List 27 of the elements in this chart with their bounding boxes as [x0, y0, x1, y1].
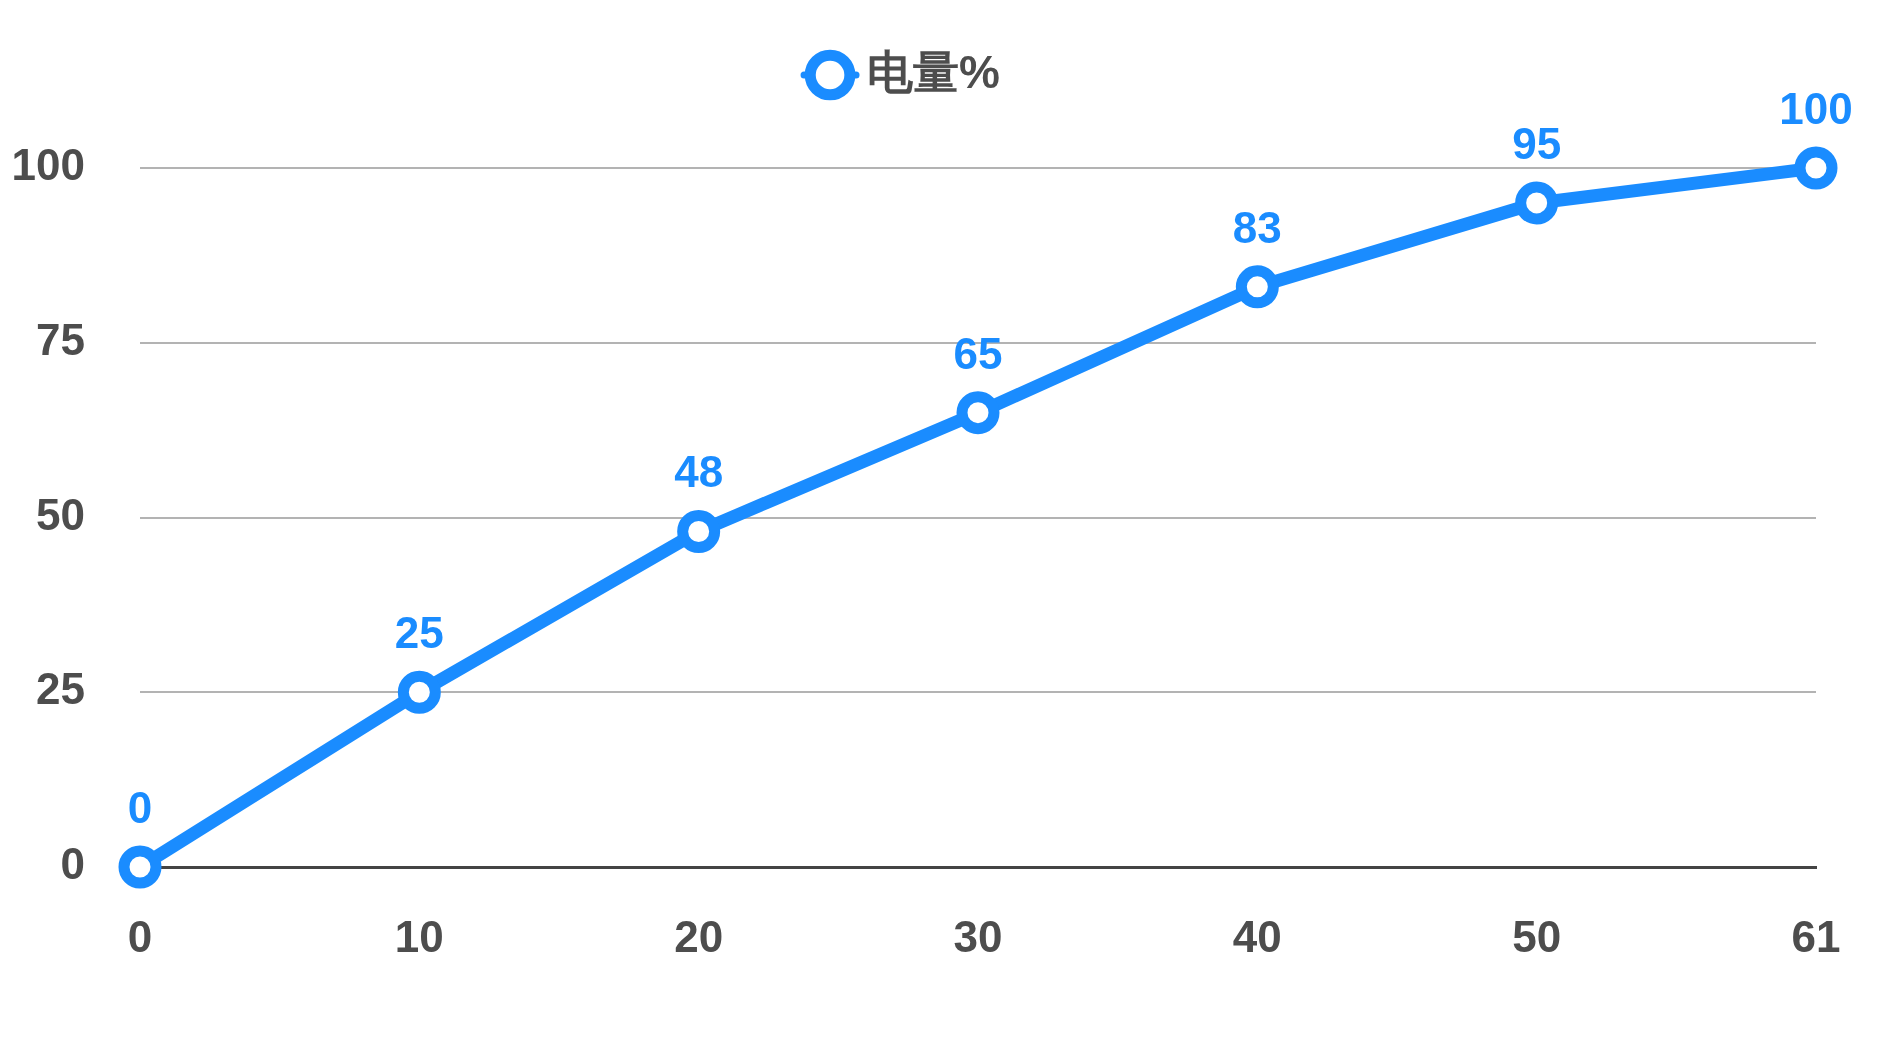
x-tick-label: 50: [1512, 911, 1562, 961]
data-label: 65: [953, 328, 1003, 378]
x-tick-label: 0: [127, 911, 153, 961]
data-label: 48: [674, 447, 724, 497]
y-tick-label: 100: [11, 140, 85, 190]
point: [118, 845, 162, 889]
data-label: 95: [1512, 118, 1562, 168]
point: [1235, 265, 1279, 309]
point: [1794, 146, 1838, 190]
x-tick-label: 40: [1232, 911, 1282, 961]
data-label: 100: [1779, 84, 1853, 133]
data-label: 25: [394, 608, 444, 658]
data-label: 0: [127, 783, 153, 832]
y-tick-label: 50: [36, 489, 85, 539]
point: [1515, 181, 1559, 225]
data-label: 83: [1232, 202, 1282, 252]
point: [677, 509, 721, 553]
x-tick-label: 30: [953, 911, 1003, 961]
legend-label: 电量%: [867, 45, 1000, 98]
y-tick-label: 75: [36, 314, 85, 364]
point: [397, 670, 441, 714]
x-tick-label: 61: [1791, 911, 1841, 961]
y-tick-label: 0: [60, 839, 85, 889]
x-tick-label: 20: [674, 911, 724, 961]
y-tick-label: 25: [36, 664, 85, 714]
x-tick-label: 10: [394, 911, 444, 961]
point: [956, 391, 1000, 435]
